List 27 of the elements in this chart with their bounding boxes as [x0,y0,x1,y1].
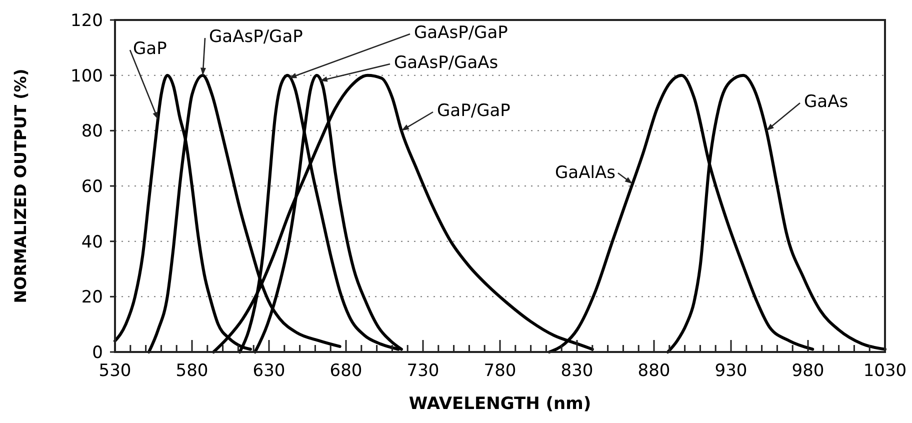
x-tick-label: 980 [792,361,824,381]
y-axis-title: NORMALIZED OUTPUT (%) [11,68,30,304]
y-tick-label: 60 [81,177,103,197]
series-label: GaAsP/GaP [209,27,303,47]
x-tick-label: 630 [252,361,286,381]
y-tick-label: 120 [70,11,103,31]
y-tick-label: 20 [81,288,103,308]
y-tick-label: 80 [81,122,103,142]
x-tick-label: 580 [176,361,208,381]
y-tick-label: 100 [70,66,103,86]
x-tick-label: 880 [638,361,670,381]
y-tick-label: 0 [92,343,103,363]
x-tick-label: 830 [560,361,594,381]
x-tick-label: 680 [330,361,362,381]
x-tick-label: 930 [714,361,748,381]
x-axis-title: WAVELENGTH (nm) [408,394,592,414]
x-tick-label: 780 [484,361,516,381]
text: GaAsP/GaP [414,23,508,43]
text: GaAsP/GaAs [394,53,498,73]
y-tick-label: 40 [81,232,103,252]
x-tick-label: 1030 [863,361,907,381]
text: GaP/GaP [437,101,510,121]
series-label: GaP [133,39,167,59]
x-tick-label: 730 [406,361,440,381]
series-label: GaAlAs [555,163,616,183]
text: GaAs [804,92,848,112]
x-tick-label: 530 [98,361,132,381]
